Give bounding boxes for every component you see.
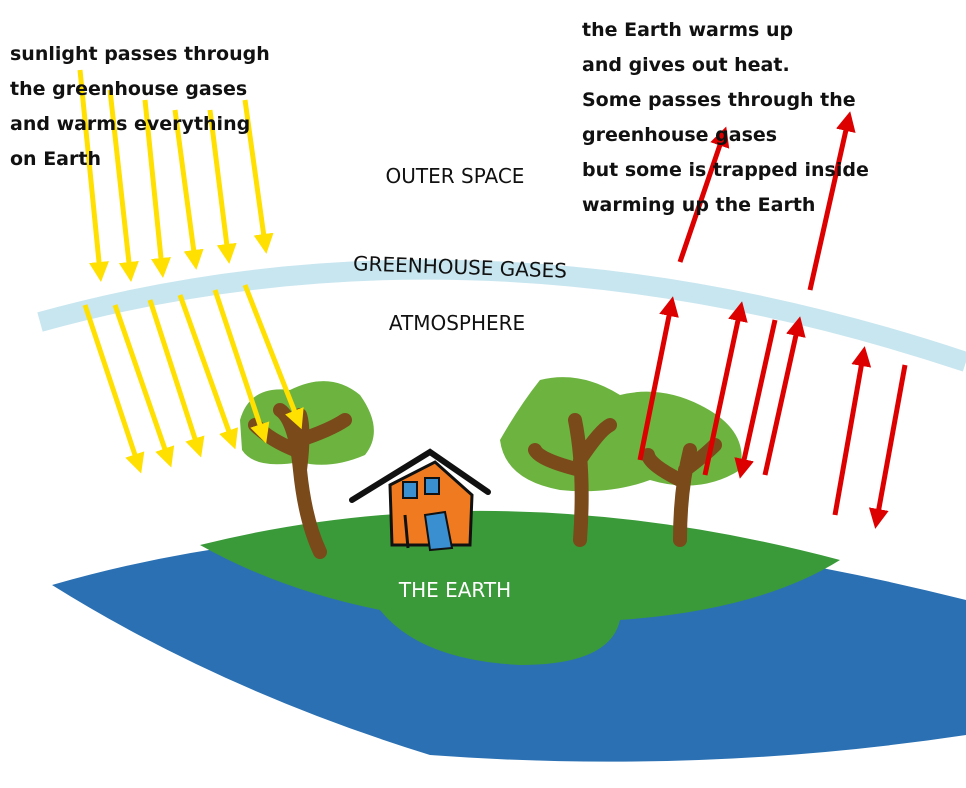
caption-line: sunlight passes through	[10, 43, 270, 65]
caption-line: Some passes through the	[582, 89, 856, 111]
heat-arrows	[637, 111, 908, 529]
house	[349, 448, 491, 552]
caption-line: and gives out heat.	[582, 54, 790, 76]
caption-line: greenhouse gases	[582, 124, 777, 146]
caption-line: on Earth	[10, 148, 101, 170]
caption-line: and warms everything	[10, 113, 250, 135]
atmosphere-label: ATMOSPHERE	[389, 311, 525, 335]
tree	[500, 377, 742, 547]
caption-line: warming up the Earth	[582, 194, 815, 216]
earth-label: THE EARTH	[398, 578, 511, 602]
land	[200, 510, 840, 665]
tree	[240, 381, 374, 559]
left-caption: sunlight passes through the greenhouse g…	[10, 43, 270, 170]
caption-line: but some is trapped inside	[582, 159, 869, 181]
caption-line: the greenhouse gases	[10, 78, 247, 100]
right-caption: the Earth warms up and gives out heat. S…	[582, 19, 869, 216]
caption-line: the Earth warms up	[582, 19, 793, 41]
sunlight-arrows	[77, 69, 304, 474]
outer-space-label: OUTER SPACE	[386, 164, 525, 188]
greenhouse-band	[37, 259, 966, 372]
